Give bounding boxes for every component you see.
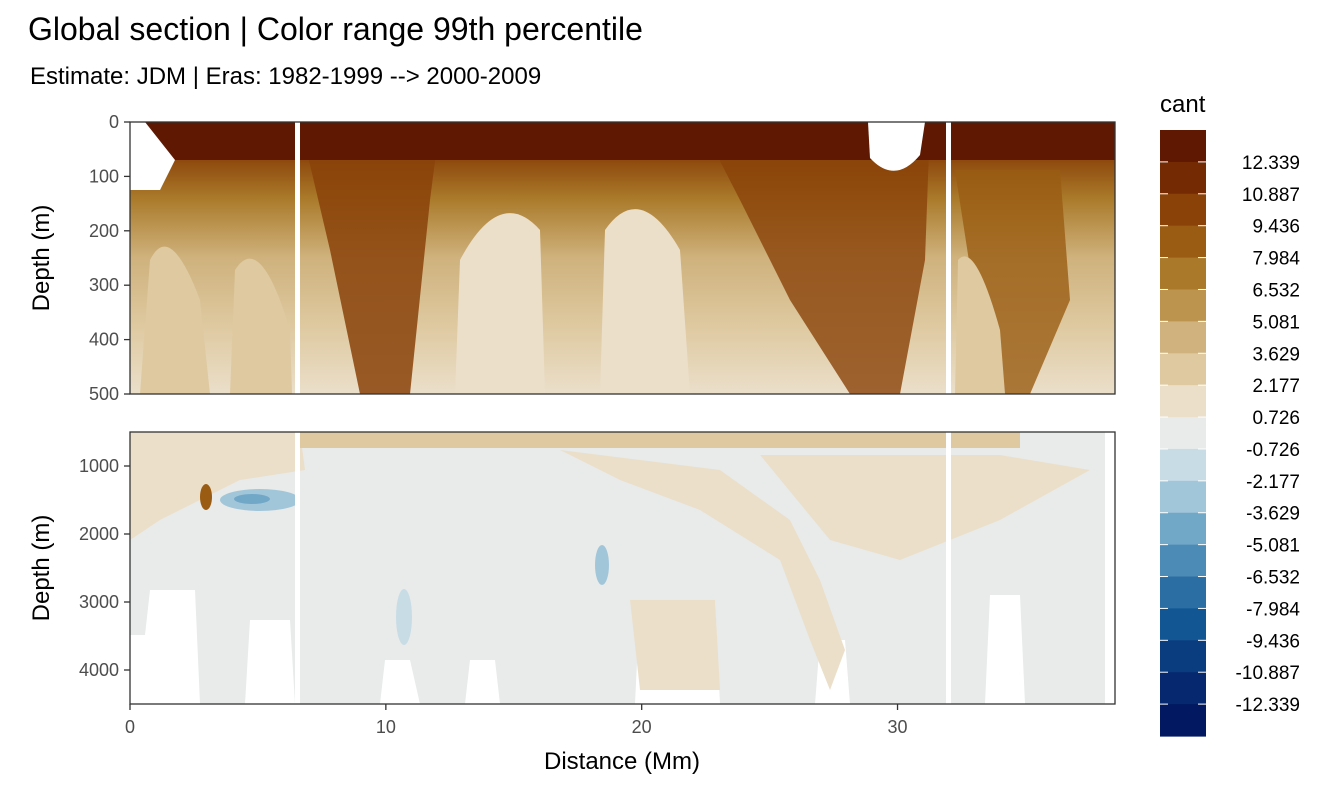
legend-swatch bbox=[1160, 640, 1206, 673]
legend-label: 5.081 bbox=[1252, 312, 1300, 333]
legend-label: 0.726 bbox=[1252, 408, 1300, 429]
legend-label: 2.177 bbox=[1252, 376, 1300, 397]
top-deep-column-3 bbox=[955, 170, 1070, 394]
legend-label: 10.887 bbox=[1242, 185, 1300, 206]
top-light-dome-1 bbox=[455, 213, 545, 394]
bottom-gap-line-2 bbox=[946, 432, 951, 704]
top-light-dome-3 bbox=[140, 246, 210, 394]
legend-label: 3.629 bbox=[1252, 344, 1300, 365]
y-tick-label: 0 bbox=[109, 112, 119, 132]
chart-title: Global section | Color range 99th percen… bbox=[28, 11, 643, 47]
legend-swatch bbox=[1160, 608, 1206, 641]
bottom-light-zone-4 bbox=[760, 455, 1090, 560]
legend-label: -10.887 bbox=[1236, 663, 1300, 684]
legend-swatch bbox=[1160, 448, 1206, 482]
legend-swatch bbox=[1160, 225, 1206, 259]
legend-swatch bbox=[1160, 353, 1206, 386]
y-tick-label: 100 bbox=[89, 166, 119, 186]
panel-top bbox=[129, 121, 1116, 395]
bottom-light-zone-3 bbox=[630, 600, 720, 690]
legend-label: -6.532 bbox=[1246, 568, 1300, 589]
legend-label: -12.339 bbox=[1236, 695, 1300, 716]
bottom-negative-patch-2 bbox=[396, 589, 412, 645]
legend-swatch bbox=[1160, 193, 1206, 227]
legend-label: -9.436 bbox=[1246, 631, 1300, 652]
y-tick-label: 300 bbox=[89, 275, 119, 295]
y-tick-label: 2000 bbox=[79, 524, 119, 544]
legend-swatch bbox=[1160, 385, 1206, 418]
legend-swatch bbox=[1160, 704, 1206, 737]
y-tick-label: 400 bbox=[89, 330, 119, 350]
y-tick-label: 1000 bbox=[79, 456, 119, 476]
legend-swatch bbox=[1160, 321, 1206, 354]
legend-swatch bbox=[1160, 289, 1206, 322]
legend-label: 12.339 bbox=[1242, 153, 1300, 174]
y-axis-title-bottom: Depth (m) bbox=[28, 515, 55, 622]
top-light-dome-4 bbox=[230, 258, 292, 394]
bottom-negative-patch-1 bbox=[595, 545, 609, 585]
x-tick-label: 20 bbox=[632, 717, 652, 737]
legend-label: 9.436 bbox=[1252, 217, 1300, 238]
legend-swatch bbox=[1160, 130, 1206, 163]
legend-swatch bbox=[1160, 161, 1206, 195]
legend-swatch bbox=[1160, 257, 1206, 291]
top-missing-patch-2 bbox=[130, 122, 175, 190]
y-axis-title-top: Depth (m) bbox=[28, 205, 55, 312]
bottom-light-zone-1 bbox=[130, 432, 305, 540]
legend-label: -0.726 bbox=[1246, 440, 1300, 461]
y-tick-label: 200 bbox=[89, 221, 119, 241]
legend-swatch bbox=[1160, 480, 1206, 514]
legend-label: 7.984 bbox=[1252, 249, 1300, 270]
legend-swatch bbox=[1160, 576, 1206, 610]
bottom-light-zone-2 bbox=[560, 450, 845, 690]
legend-swatch bbox=[1160, 672, 1206, 705]
bottom-surface-band bbox=[300, 432, 1020, 448]
y-tick-label: 3000 bbox=[79, 592, 119, 612]
panel-bottom bbox=[129, 431, 1116, 705]
top-surface-band bbox=[130, 122, 1115, 160]
legend: cant 12.339 10.887 9.436 7.984 6.532 5.081 3.6… bbox=[1160, 91, 1300, 737]
top-light-dome-5 bbox=[955, 256, 1005, 394]
bottom-positive-spot bbox=[200, 484, 212, 510]
bottom-negative-core bbox=[234, 494, 270, 504]
legend-label: 6.532 bbox=[1252, 280, 1300, 301]
legend-swatch bbox=[1160, 544, 1206, 578]
legend-label: -3.629 bbox=[1246, 504, 1300, 525]
top-missing-patch-1 bbox=[868, 122, 925, 171]
top-gap-line-1 bbox=[295, 122, 300, 394]
legend-swatch bbox=[1160, 417, 1206, 450]
top-deep-column-1 bbox=[300, 122, 440, 394]
x-tick-label: 30 bbox=[888, 717, 908, 737]
legend-label: -2.177 bbox=[1246, 472, 1300, 493]
x-axis: 0 10 20 30 bbox=[125, 704, 908, 737]
top-gap-line-2 bbox=[946, 122, 951, 394]
x-axis-title: Distance (Mm) bbox=[544, 748, 700, 775]
legend-title: cant bbox=[1160, 91, 1206, 118]
y-axis-bottom: 1000 2000 3000 4000 bbox=[79, 456, 130, 680]
y-axis-top: 0 100 200 300 400 500 bbox=[89, 112, 130, 404]
legend-label: -5.081 bbox=[1246, 536, 1300, 557]
chart-subtitle: Estimate: JDM | Eras: 1982-1999 --> 2000… bbox=[30, 63, 541, 90]
top-light-dome-2 bbox=[600, 209, 690, 394]
bottom-gap-line-1 bbox=[295, 432, 300, 704]
top-deep-column-2 bbox=[700, 122, 930, 394]
panel-top-border bbox=[129, 121, 1116, 395]
x-tick-label: 10 bbox=[376, 717, 396, 737]
y-tick-label: 4000 bbox=[79, 660, 119, 680]
legend-label: -7.984 bbox=[1246, 599, 1300, 620]
y-tick-label: 500 bbox=[89, 384, 119, 404]
panel-bottom-border bbox=[129, 431, 1116, 705]
legend-swatch bbox=[1160, 512, 1206, 546]
x-tick-label: 0 bbox=[125, 717, 135, 737]
